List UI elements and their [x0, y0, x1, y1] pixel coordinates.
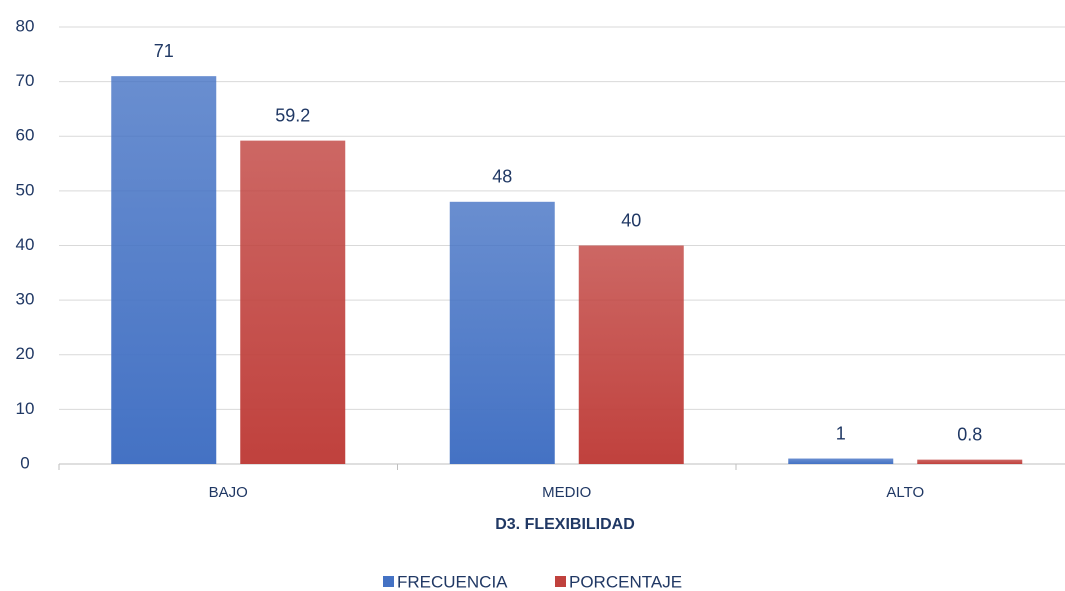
- bar: [111, 76, 217, 464]
- data-label: 1: [836, 423, 846, 443]
- bar: [788, 458, 894, 464]
- bar: [917, 459, 1023, 464]
- data-label: 0.8: [957, 424, 982, 444]
- x-tick-label: ALTO: [886, 484, 924, 501]
- y-tick-label: 0: [20, 453, 29, 472]
- x-axis-label: D3. FLEXIBILIDAD: [495, 516, 635, 533]
- bar: [449, 201, 555, 465]
- data-label: 59.2: [275, 105, 310, 125]
- y-tick-label: 10: [16, 399, 35, 418]
- legend-swatch: [555, 576, 566, 587]
- y-tick-label: 70: [16, 71, 35, 90]
- bar: [240, 140, 346, 464]
- data-label: 40: [621, 210, 641, 230]
- legend-label: PORCENTAJE: [569, 572, 682, 591]
- y-tick-label: 50: [16, 180, 35, 199]
- data-label: 48: [492, 167, 512, 187]
- x-tick-label: MEDIO: [542, 484, 591, 501]
- y-tick-label: 20: [16, 344, 35, 363]
- x-tick-label: BAJO: [209, 484, 248, 501]
- y-tick-label: 80: [16, 16, 35, 35]
- y-tick-label: 30: [16, 290, 35, 309]
- y-tick-label: 40: [16, 235, 35, 254]
- y-tick-label: 60: [16, 126, 35, 145]
- bar: [578, 245, 684, 464]
- data-label: 71: [154, 41, 174, 61]
- legend-label: FRECUENCIA: [397, 572, 508, 591]
- legend-swatch: [383, 576, 394, 587]
